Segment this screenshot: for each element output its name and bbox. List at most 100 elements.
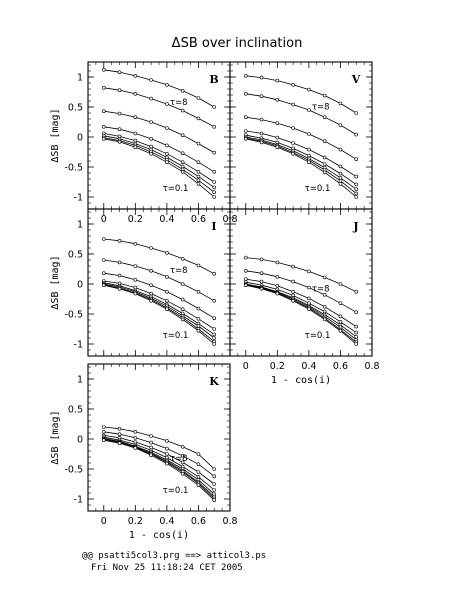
data-point [212,190,217,194]
data-point [149,445,153,450]
series-line-4 [103,280,215,330]
data-point [354,324,359,329]
data-point [307,160,311,164]
data-point [212,298,217,303]
series-line-8 [245,138,357,198]
data-point [133,435,138,440]
data-point [117,140,122,144]
data-point [196,324,201,328]
data-point [354,174,359,179]
data-point [291,126,295,130]
data-point [212,105,217,109]
y-tick-label: 0 [77,280,83,291]
data-point [133,446,138,450]
data-point [165,251,169,255]
tau-bottom-label: τ=0.1 [305,184,331,194]
data-point [196,263,201,268]
data-point [275,121,280,125]
data-point [307,87,311,92]
series-line-1 [103,238,215,275]
data-point [322,275,327,280]
data-point [307,269,311,274]
data-point [259,131,264,136]
y-tick-label: 0.5 [68,405,83,416]
data-point [275,145,280,149]
data-point [117,426,122,431]
data-point [101,237,106,241]
data-point [243,283,248,288]
data-point [196,160,201,164]
series-line-2 [245,270,357,313]
data-point [180,89,185,93]
series-line-1 [245,257,357,293]
series-line-8 [245,284,357,345]
data-point [275,283,280,288]
data-point [117,70,122,74]
tau-top-label: τ=8 [312,103,330,113]
data-point [165,152,169,156]
y-tick-label: -1 [74,340,83,351]
data-point [196,306,201,311]
series-line-7 [103,284,215,342]
x-tick-label: 0 [101,516,107,527]
data-point [322,317,327,322]
band-label: B [209,73,218,86]
footer-line-2: Fri Nov 25 11:18:24 CET 2005 [91,563,243,573]
data-point [338,176,343,180]
footer-line-1: @@ psatti5col3.prg ==> atticol3.ps [82,551,266,561]
data-point [243,129,248,133]
tau-bottom-label: τ=0.1 [163,184,189,194]
data-point [133,277,138,282]
data-point [212,467,217,471]
data-point [354,187,359,191]
data-point [133,131,138,136]
x-axis-label: 1 - cos(i) [129,530,189,541]
series-line-6 [103,135,215,188]
x-tick-label: 0.4 [159,214,174,225]
y-tick-label: -1 [74,495,83,506]
y-tick-label: 0.5 [68,250,83,261]
data-point [291,141,295,145]
data-point [149,144,153,149]
series-line-4 [103,436,215,491]
tau-bottom-label: τ=0.1 [163,486,189,496]
y-tick-label: 0 [77,435,83,446]
data-point [243,268,248,273]
data-point [180,256,185,261]
data-point [117,127,122,131]
y-tick-label: -0.5 [64,310,83,321]
data-point [212,332,217,337]
data-point [243,115,248,119]
data-point [275,78,280,83]
series-line-3 [103,110,215,153]
data-point [243,92,248,96]
data-point [133,429,138,434]
data-point [165,438,169,443]
data-point [196,462,201,467]
data-point [338,301,343,306]
data-point [307,108,311,112]
data-point [133,264,138,268]
data-point [165,446,169,451]
series-line-3 [103,272,215,319]
data-point [117,286,122,291]
data-point [165,274,169,279]
series-line-5 [103,438,215,495]
series-line-2 [103,431,215,477]
data-point [180,460,185,465]
x-tick-label: 0.8 [364,361,379,372]
data-point [212,125,217,129]
data-point [196,474,201,479]
data-point [307,285,311,290]
data-point [196,182,201,186]
data-point [165,102,169,106]
x-tick-label: 0.2 [270,361,285,372]
series-line-8 [103,284,215,345]
data-point [165,160,169,164]
series-line-7 [103,439,215,499]
data-point [291,102,295,107]
data-point [243,137,248,141]
data-point [133,74,138,78]
series-line-2 [103,87,215,128]
